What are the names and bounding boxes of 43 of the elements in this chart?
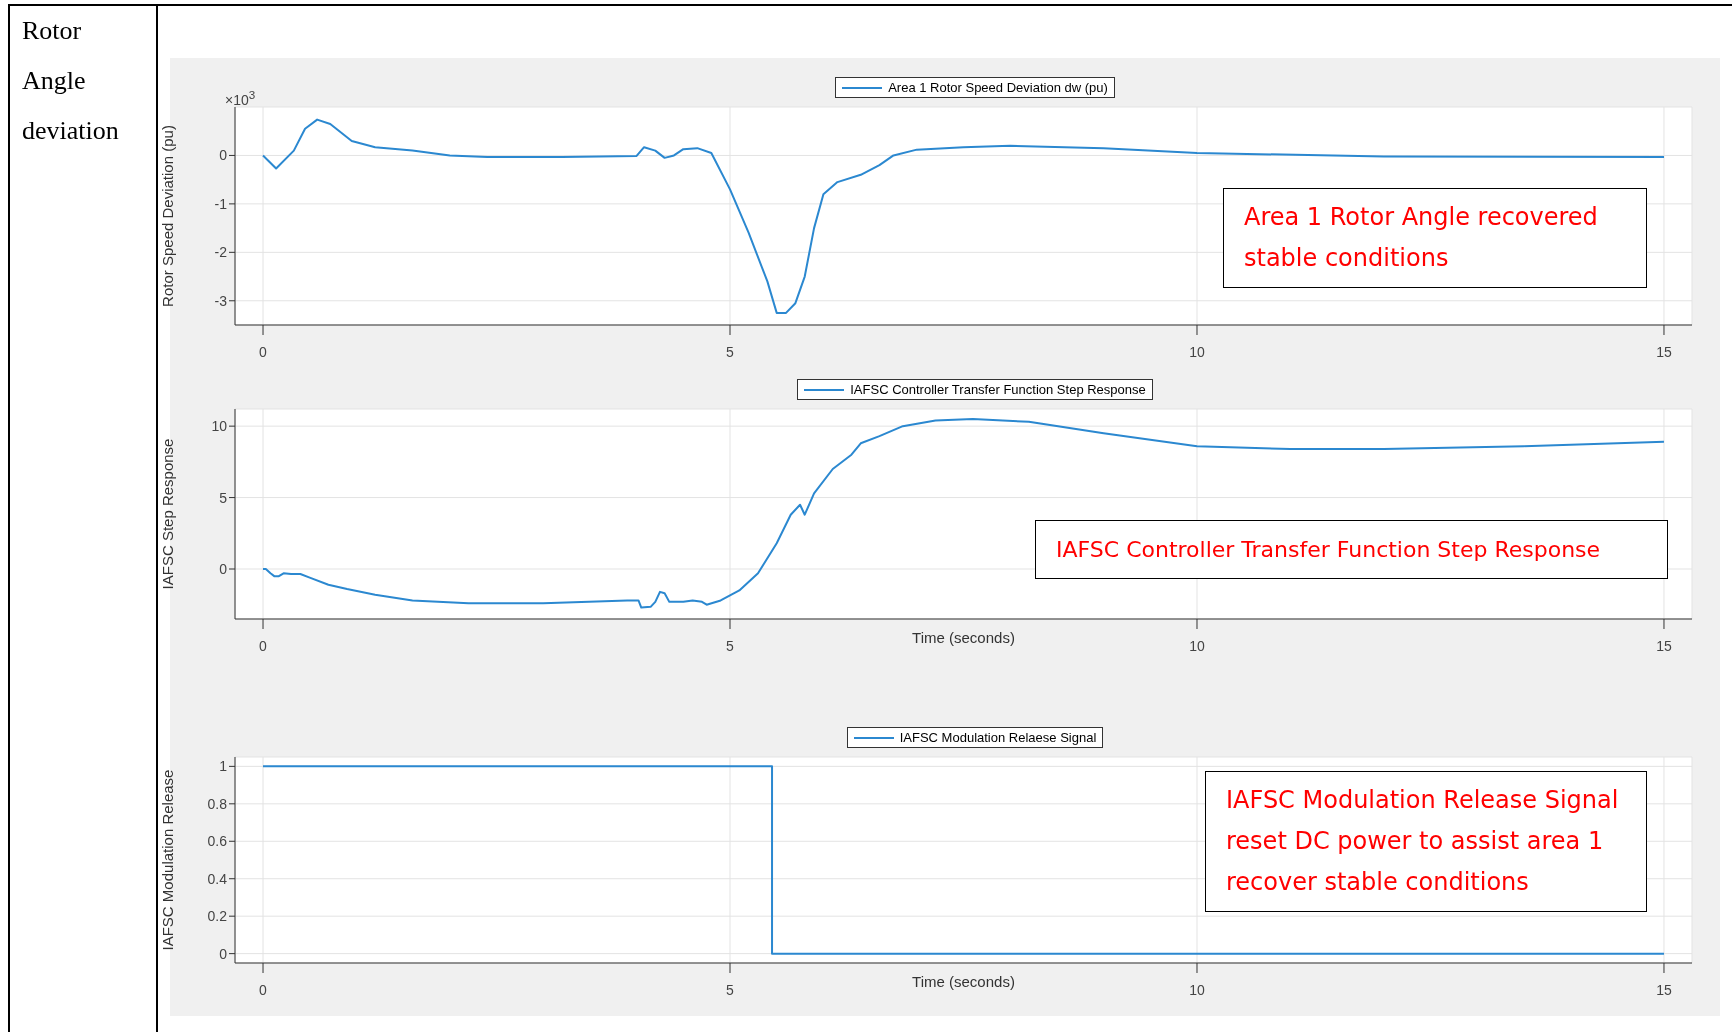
y-tick-label: 0.6 [207, 833, 228, 850]
legend-label: IAFSC Modulation Relaese Signal [898, 730, 1097, 745]
y-tick-label: 0 [219, 560, 228, 577]
x-tick-label: 10 [1189, 637, 1205, 654]
x-tick-label: 10 [1189, 343, 1205, 360]
x-tick-label: 0 [259, 637, 268, 654]
y-tick-label: 0.4 [207, 870, 228, 887]
line-series [262, 418, 1665, 609]
y-axis-title: IAFSC Step Response [159, 438, 177, 590]
x-tick-label: 5 [726, 343, 735, 360]
note-box: IAFSC Modulation Release Signal reset DC power to assist area 1 recover stable conditions [1205, 771, 1647, 912]
legend-label: Area 1 Rotor Speed Deviation dw (pu) [887, 80, 1108, 95]
y-tick-label: 0 [219, 147, 228, 164]
y-tick-label: -3 [214, 292, 228, 309]
x-tick-label: 15 [1656, 637, 1672, 654]
annotation: Area 1 Rotor Angle recovered stable conditions [1244, 203, 1598, 272]
x-tick-label: 15 [1656, 981, 1672, 998]
x-tick-label: 15 [1656, 343, 1672, 360]
note-box: IAFSC Controller Transfer Function Step Response [1035, 520, 1668, 579]
legend-label: IAFSC Controller Transfer Function Step Response [849, 382, 1146, 397]
y-tick-label: 0.8 [207, 795, 228, 812]
x-axis-title: Time (seconds) [912, 973, 1015, 990]
line-series [262, 118, 1665, 314]
y-tick-label: 10 [211, 418, 228, 435]
y-tick-label: 0.2 [207, 908, 228, 925]
y-axis-title: IAFSC Modulation Release [159, 769, 177, 951]
x-tick-label: 10 [1189, 981, 1205, 998]
annotation: ×10$^{3}$ [225, 88, 256, 108]
y-tick-label: -1 [214, 195, 228, 212]
y-tick-label: 0 [219, 945, 228, 962]
y-tick-label: 5 [219, 489, 228, 506]
x-tick-label: 0 [259, 981, 268, 998]
x-tick-label: 0 [259, 343, 268, 360]
y-tick-label: 1 [219, 758, 228, 775]
x-tick-label: 5 [726, 981, 735, 998]
x-tick-label: 5 [726, 637, 735, 654]
chart-title: Rotor Angle deviation [22, 16, 119, 145]
note-box: Area 1 Rotor Angle recovered stable conditions [1223, 188, 1647, 288]
annotation: IAFSC Modulation Release Signal reset DC power to assist area 1 recover stable conditions [1226, 786, 1619, 896]
y-tick-label: -2 [214, 244, 228, 261]
x-axis-title: Time (seconds) [912, 629, 1015, 646]
annotation: IAFSC Controller Transfer Function Step Response [1056, 537, 1601, 562]
y-axis-title: Rotor Speed Deviation (pu) [159, 125, 177, 307]
